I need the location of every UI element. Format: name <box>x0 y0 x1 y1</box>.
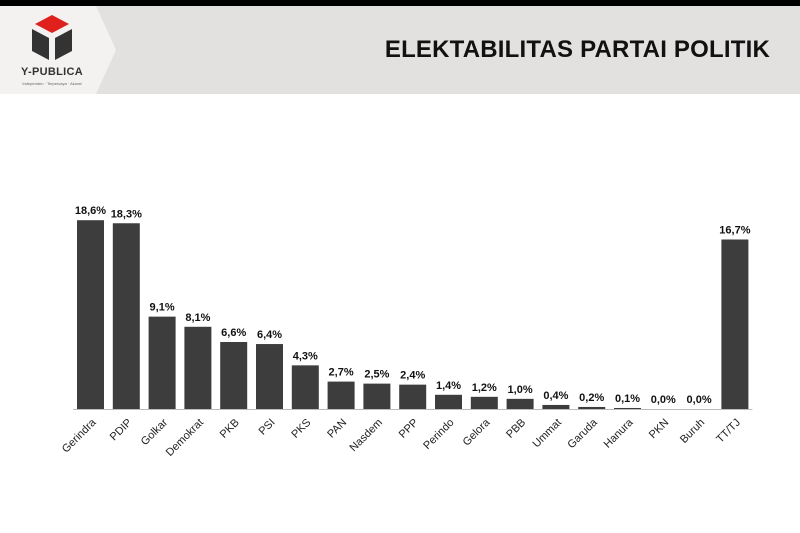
value-label: 0,0% <box>687 394 712 406</box>
bar-ummat <box>542 404 570 409</box>
category-label: Golkar <box>139 416 171 448</box>
top-strip <box>0 0 800 6</box>
value-label: 6,6% <box>221 327 246 339</box>
category-label: Ummat <box>530 417 564 451</box>
bar-pks <box>291 365 319 409</box>
category-label: PKS <box>289 417 313 441</box>
value-label: 2,5% <box>364 369 389 381</box>
bar-gerindra <box>77 220 104 409</box>
value-label: 6,4% <box>257 329 282 341</box>
bar-pan <box>327 381 355 409</box>
category-label: TT/TJ <box>714 417 743 446</box>
category-label: Garuda <box>565 416 600 451</box>
bar-gelora <box>470 396 498 409</box>
bar-ppp <box>399 384 427 409</box>
category-label: PDIP <box>108 417 135 444</box>
logo-tagline: Independen · Terpercaya · Akurat <box>22 81 82 86</box>
page-title: ELEKTABILITAS PARTAI POLITIK <box>384 36 770 63</box>
value-label: 2,7% <box>329 367 354 379</box>
value-label: 0,0% <box>651 394 676 406</box>
value-label: 1,0% <box>508 384 533 396</box>
bars-group <box>77 220 749 409</box>
logo-text: Y-PUBLICA <box>21 66 83 78</box>
value-labels-group: 18,6% 18,3% 9,1% 8,1% 6,6% 6,4% 4,3% 2,7% 2,5% 2,… <box>75 205 751 406</box>
category-label: Hanura <box>602 416 637 451</box>
category-label: Demokrat <box>164 417 206 459</box>
category-label: PPP <box>397 417 421 441</box>
bar-garuda <box>578 406 606 409</box>
value-label: 18,3% <box>111 208 142 220</box>
bar-golkar <box>148 316 176 409</box>
value-label: 8,1% <box>185 312 210 324</box>
category-label: PSI <box>257 417 278 438</box>
bar-psi <box>256 344 283 409</box>
category-label: Buruh <box>678 417 707 446</box>
value-label: 1,2% <box>472 382 497 394</box>
value-label: 0,4% <box>543 390 568 402</box>
category-label: Nasdem <box>348 417 385 454</box>
bar-nasdem <box>363 383 391 409</box>
bar-hanura <box>614 407 641 409</box>
bar-tt-tj <box>721 239 749 409</box>
value-label: 0,1% <box>615 393 640 405</box>
category-label: Gelora <box>461 416 493 448</box>
category-label: PKN <box>647 417 672 442</box>
bar-pbb <box>506 398 534 409</box>
bar-pkb <box>220 342 248 409</box>
value-label: 0,2% <box>579 392 604 404</box>
value-label: 2,4% <box>400 370 425 382</box>
logo-arrow <box>96 6 116 94</box>
bar-demokrat <box>184 326 212 409</box>
value-label: 9,1% <box>150 302 175 314</box>
bar-chart: 18,6% 18,3% 9,1% 8,1% 6,6% 6,4% 4,3% 2,7% 2,5% 2,… <box>60 205 753 459</box>
bar-perindo <box>435 394 462 409</box>
value-label: 18,6% <box>75 205 106 217</box>
category-label: Gerindra <box>60 416 99 455</box>
category-label: PBB <box>504 417 528 441</box>
bar-pdip <box>112 223 140 409</box>
value-label: 1,4% <box>436 380 461 392</box>
y-publica-logo-icon <box>32 15 72 60</box>
value-label: 4,3% <box>293 350 318 362</box>
category-label: PAN <box>325 417 349 441</box>
header-banner: Y-PUBLICA Independen · Terpercaya · Akur… <box>0 6 800 94</box>
logo-panel: Y-PUBLICA Independen · Terpercaya · Akur… <box>0 6 96 94</box>
category-label: Perindo <box>421 417 456 452</box>
value-label: 16,7% <box>719 224 750 236</box>
category-label: PKB <box>218 417 242 441</box>
